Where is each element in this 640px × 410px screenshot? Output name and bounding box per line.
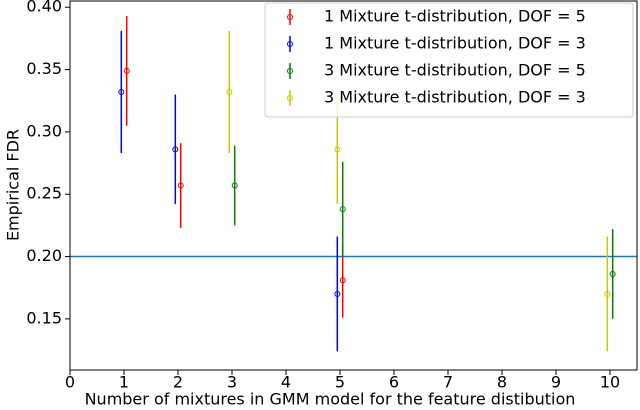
x-tick-label: 4 [281,373,291,392]
y-tick-label: 0.35 [26,59,62,78]
x-tick-label: 1 [119,373,129,392]
y-tick-label: 0.25 [26,184,62,203]
y-axis-label: Empirical FDR [4,129,23,241]
point [123,67,130,74]
legend-label: 3 Mixture t-distribution, DOF = 3 [324,88,586,107]
point [604,290,611,297]
point [172,146,179,153]
point [334,290,341,297]
legend-marker [287,14,293,20]
x-tick-label: 5 [335,373,345,392]
y-tick-label: 0.15 [26,308,62,327]
x-tick-label: 2 [173,373,183,392]
point [177,182,184,189]
legend-label: 1 Mixture t-distribution, DOF = 5 [324,7,586,26]
point [339,206,346,213]
x-tick-label: 0 [65,373,75,392]
point [339,277,346,284]
x-tick-label: 7 [443,373,453,392]
y-tick-label: 0.40 [26,0,62,16]
plot-frame [69,0,638,371]
point [118,89,125,96]
y-tick-label: 0.30 [26,121,62,140]
legend-marker [287,95,293,101]
point [334,146,341,153]
legend-box [264,2,634,118]
point [609,271,616,278]
point [226,89,233,96]
x-tick-label: 8 [497,373,507,392]
x-axis-label: Number of mixtures in GMM model for the … [85,390,576,409]
point [231,182,238,189]
x-tick-label: 10 [600,373,620,392]
x-tick-label: 3 [227,373,237,392]
y-tick-label: 0.20 [26,246,62,265]
x-tick-label: 9 [551,373,561,392]
legend-marker [287,41,293,47]
legend-label: 1 Mixture t-distribution, DOF = 3 [324,34,586,53]
x-tick-label: 6 [389,373,399,392]
legend-marker [287,68,293,74]
legend-label: 3 Mixture t-distribution, DOF = 5 [324,61,586,80]
